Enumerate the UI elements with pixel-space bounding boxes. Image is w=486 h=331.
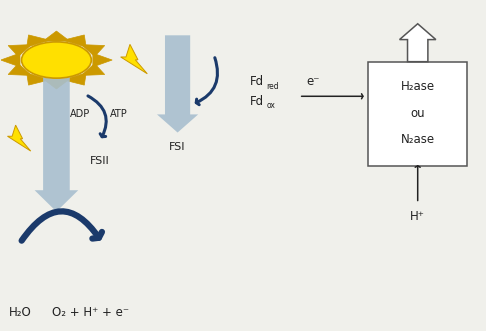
Text: FSI: FSI [169,142,186,152]
Polygon shape [93,53,112,67]
Text: H⁺: H⁺ [410,210,425,223]
Polygon shape [63,35,86,47]
Ellipse shape [21,42,91,78]
Polygon shape [63,73,86,85]
Text: H₂O: H₂O [9,306,32,319]
Text: H₂ase: H₂ase [400,80,435,93]
Polygon shape [121,44,147,74]
Text: N₂ase: N₂ase [400,133,435,146]
Polygon shape [81,45,104,57]
Polygon shape [0,53,20,67]
Polygon shape [399,24,436,62]
FancyBboxPatch shape [368,62,468,166]
Text: e⁻: e⁻ [307,75,320,88]
Polygon shape [43,79,69,89]
Polygon shape [35,75,78,212]
Text: O₂ + H⁺ + e⁻: O₂ + H⁺ + e⁻ [52,306,129,319]
Text: ADP: ADP [70,110,90,119]
Text: ATP: ATP [110,110,127,119]
Text: red: red [266,82,279,91]
Text: ox: ox [266,102,275,111]
Polygon shape [81,64,104,75]
Polygon shape [8,64,32,75]
Polygon shape [8,45,32,57]
Polygon shape [157,35,198,132]
Text: FSII: FSII [90,156,110,166]
Text: Fd: Fd [250,95,264,108]
Text: ou: ou [410,107,425,120]
Polygon shape [43,31,69,41]
Polygon shape [27,35,50,47]
Polygon shape [27,73,50,85]
Text: Fd: Fd [250,75,264,88]
Polygon shape [7,125,31,151]
